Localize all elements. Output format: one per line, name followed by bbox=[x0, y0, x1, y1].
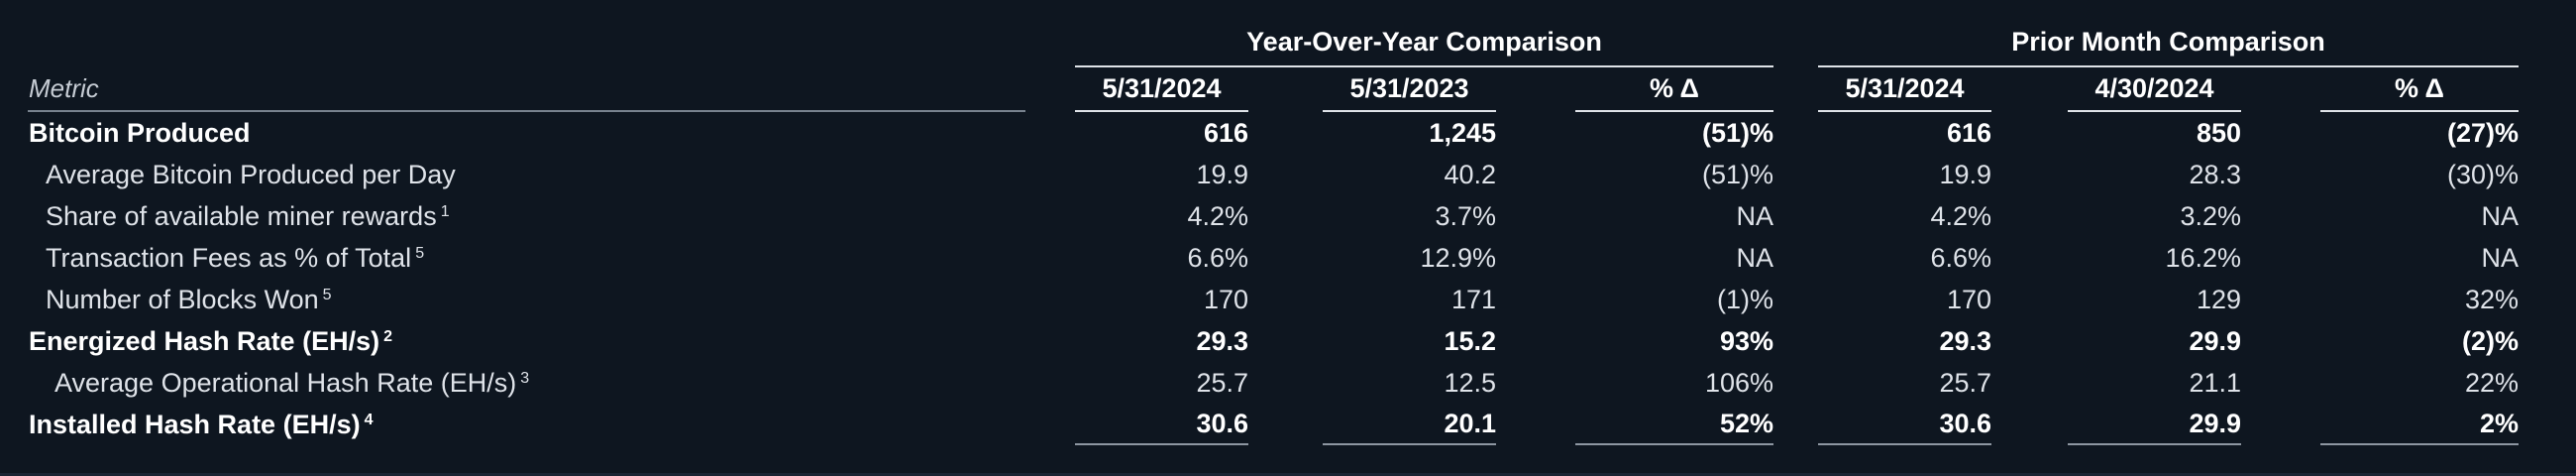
group-title-prior-month: Prior Month Comparison bbox=[2011, 26, 2325, 57]
metrics-table: Year-Over-Year Comparison Prior Month Co… bbox=[0, 18, 2576, 445]
value-cell: NA bbox=[1736, 200, 1773, 231]
value-cell: 171 bbox=[1450, 284, 1496, 314]
column-header-row: Metric 5/31/2024 5/31/2023 % Δ 5/31/2024… bbox=[0, 67, 2576, 112]
table-row: Installed Hash Rate (EH/s) 4 30.6 20.1 52… bbox=[0, 404, 2576, 445]
value-cell: (51)% bbox=[1701, 117, 1773, 148]
value-cell: 4.2% bbox=[1930, 200, 1991, 231]
metric-label: Energized Hash Rate (EH/s) 2 bbox=[29, 325, 392, 356]
metric-label: Average Bitcoin Produced per Day bbox=[46, 159, 456, 189]
value-cell: 20.1 bbox=[1323, 404, 1496, 445]
footnote-superscript: 5 bbox=[322, 286, 332, 303]
value-cell: 616 bbox=[1946, 117, 1991, 148]
value-cell: 15.2 bbox=[1444, 325, 1496, 356]
value-cell: 170 bbox=[1946, 284, 1991, 314]
table-row: Average Operational Hash Rate (EH/s) 3 25… bbox=[0, 362, 2576, 404]
value-cell: 22% bbox=[2464, 367, 2519, 398]
group-title-yoy: Year-Over-Year Comparison bbox=[1246, 26, 1602, 57]
value-cell: NA bbox=[2481, 200, 2519, 231]
value-cell: 106% bbox=[1704, 367, 1773, 398]
footnote-superscript: 3 bbox=[520, 369, 530, 387]
column-header-pm-pct-delta: % Δ bbox=[2320, 67, 2519, 112]
value-cell: 3.7% bbox=[1435, 200, 1496, 231]
metric-label: Number of Blocks Won 5 bbox=[46, 284, 332, 314]
metric-label: Transaction Fees as % of Total 5 bbox=[46, 242, 425, 273]
column-header-yoy-pct-delta: % Δ bbox=[1575, 67, 1773, 112]
table-row: Transaction Fees as % of Total 5 6.6% 12.… bbox=[0, 237, 2576, 279]
footnote-superscript: 2 bbox=[383, 327, 392, 345]
value-cell: (1)% bbox=[1716, 284, 1773, 314]
table-row: Bitcoin Produced 616 1,245 (51)% 616 850… bbox=[0, 112, 2576, 154]
value-cell: 40.2 bbox=[1444, 159, 1496, 189]
value-cell: 30.6 bbox=[1075, 404, 1248, 445]
value-cell: (51)% bbox=[1701, 159, 1773, 189]
metric-column-header: Metric bbox=[28, 67, 1025, 112]
group-header-yoy: Year-Over-Year Comparison bbox=[1075, 18, 1773, 67]
footnote-superscript: 5 bbox=[415, 244, 425, 262]
value-cell: 4.2% bbox=[1187, 200, 1248, 231]
value-cell: (2)% bbox=[2461, 325, 2519, 356]
table-row: Energized Hash Rate (EH/s) 2 29.3 15.2 93… bbox=[0, 320, 2576, 362]
table-row: Number of Blocks Won 5 170 171 (1)% 170 1… bbox=[0, 279, 2576, 320]
value-cell: 850 bbox=[2196, 117, 2241, 148]
footnote-superscript: 1 bbox=[440, 202, 450, 220]
value-cell: 12.5 bbox=[1444, 367, 1496, 398]
value-cell: 52% bbox=[1575, 404, 1773, 445]
column-header-yoy-current: 5/31/2024 bbox=[1075, 67, 1248, 112]
value-cell: 29.3 bbox=[1939, 325, 1991, 356]
value-cell: 2% bbox=[2320, 404, 2519, 445]
value-cell: 19.9 bbox=[1939, 159, 1991, 189]
metric-label: Share of available miner rewards 1 bbox=[46, 200, 450, 231]
value-cell: 19.9 bbox=[1196, 159, 1248, 189]
metric-label: Average Operational Hash Rate (EH/s) 3 bbox=[54, 367, 530, 398]
value-cell: 25.7 bbox=[1939, 367, 1991, 398]
table-row: Average Bitcoin Produced per Day 19.9 40… bbox=[0, 154, 2576, 195]
value-cell: 29.3 bbox=[1196, 325, 1248, 356]
table-row: Share of available miner rewards 1 4.2% 3… bbox=[0, 195, 2576, 237]
value-cell: 129 bbox=[2196, 284, 2241, 314]
value-cell: 12.9% bbox=[1420, 242, 1496, 273]
value-cell: NA bbox=[2481, 242, 2519, 273]
value-cell: 6.6% bbox=[1187, 242, 1248, 273]
value-cell: 616 bbox=[1203, 117, 1248, 148]
value-cell: 21.1 bbox=[2189, 367, 2241, 398]
column-header-pm-prior-month: 4/30/2024 bbox=[2068, 67, 2241, 112]
group-header-prior-month: Prior Month Comparison bbox=[1818, 18, 2519, 67]
group-header-row: Year-Over-Year Comparison Prior Month Co… bbox=[0, 18, 2576, 67]
value-cell: (27)% bbox=[2446, 117, 2519, 148]
bottom-edge-strip bbox=[0, 473, 2576, 476]
footnote-superscript: 4 bbox=[364, 411, 374, 428]
value-cell: 6.6% bbox=[1930, 242, 1991, 273]
value-cell: 3.2% bbox=[2180, 200, 2241, 231]
value-cell: 28.3 bbox=[2189, 159, 2241, 189]
metric-label: Installed Hash Rate (EH/s) 4 bbox=[29, 409, 374, 439]
value-cell: 29.9 bbox=[2189, 325, 2241, 356]
value-cell: NA bbox=[1736, 242, 1773, 273]
value-cell: 29.9 bbox=[2068, 404, 2241, 445]
value-cell: 93% bbox=[1719, 325, 1773, 356]
column-header-pm-current: 5/31/2024 bbox=[1818, 67, 1991, 112]
value-cell: (30)% bbox=[2446, 159, 2519, 189]
column-header-yoy-prior-year: 5/31/2023 bbox=[1323, 67, 1496, 112]
metric-column-header-cell: Metric bbox=[0, 67, 1025, 112]
metric-label: Bitcoin Produced bbox=[29, 117, 251, 148]
value-cell: 170 bbox=[1203, 284, 1248, 314]
value-cell: 30.6 bbox=[1818, 404, 1991, 445]
value-cell: 16.2% bbox=[2165, 242, 2241, 273]
value-cell: 1,245 bbox=[1429, 117, 1496, 148]
value-cell: 25.7 bbox=[1196, 367, 1248, 398]
value-cell: 32% bbox=[2464, 284, 2519, 314]
